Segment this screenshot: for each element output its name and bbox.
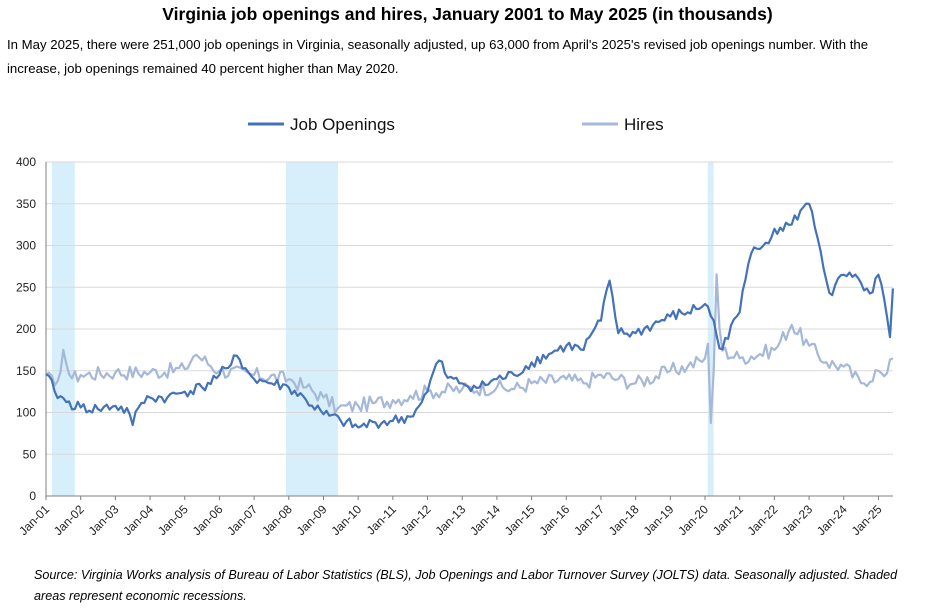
x-tick-label-Jan-07: Jan-07 [224,502,260,538]
y-tick-label-300: 300 [16,239,36,253]
x-tick-label-Jan-17: Jan-17 [571,502,607,538]
x-tick-label-Jan-10: Jan-10 [328,502,364,538]
y-tick-label-350: 350 [16,197,36,211]
axes: 050100150200250300350400Jan-01Jan-02Jan-… [16,155,893,538]
x-tick-label-Jan-15: Jan-15 [502,502,538,538]
x-tick-label-Jan-13: Jan-13 [432,502,468,538]
legend-label-hires: Hires [624,115,664,134]
x-tick-label-Jan-09: Jan-09 [294,502,330,538]
x-tick-label-Jan-01: Jan-01 [16,502,52,538]
x-tick-label-Jan-08: Jan-08 [259,502,295,538]
y-tick-label-200: 200 [16,322,36,336]
x-tick-label-Jan-16: Jan-16 [537,502,573,538]
x-tick-label-Jan-14: Jan-14 [467,502,503,538]
y-tick-label-100: 100 [16,406,36,420]
y-tick-label-50: 50 [23,447,37,461]
y-tick-label-150: 150 [16,364,36,378]
x-tick-label-Jan-18: Jan-18 [606,502,642,538]
y-tick-label-250: 250 [16,280,36,294]
x-tick-label-Jan-04: Jan-04 [120,502,156,538]
series-lines [45,202,894,429]
x-tick-label-Jan-24: Jan-24 [814,502,850,538]
legend-label-job-openings: Job Openings [290,115,395,134]
x-tick-label-Jan-05: Jan-05 [155,502,191,538]
x-tick-label-Jan-11: Jan-11 [364,502,399,537]
series-line-job-openings [45,202,894,429]
x-tick-label-Jan-21: Jan-21 [710,502,746,538]
source-note: Source: Virginia Works analysis of Burea… [34,568,898,603]
x-tick-label-Jan-19: Jan-19 [641,502,677,538]
legend: Job Openings Hires [248,115,664,134]
x-tick-label-Jan-03: Jan-03 [86,502,122,538]
x-tick-label-Jan-25: Jan-25 [849,502,885,538]
y-tick-label-400: 400 [16,155,36,169]
chart-title: Virginia job openings and hires, January… [162,4,773,24]
x-tick-label-Jan-12: Jan-12 [398,502,434,538]
x-tick-label-Jan-06: Jan-06 [190,502,226,538]
series-line-hires [45,273,894,425]
y-tick-label-0: 0 [29,489,36,503]
x-tick-label-Jan-22: Jan-22 [745,502,781,538]
x-tick-label-Jan-23: Jan-23 [779,502,815,538]
gridlines [46,161,893,455]
chart-subtitle: In May 2025, there were 251,000 job open… [7,37,869,76]
x-tick-label-Jan-20: Jan-20 [675,502,711,538]
x-tick-label-Jan-02: Jan-02 [51,502,87,538]
